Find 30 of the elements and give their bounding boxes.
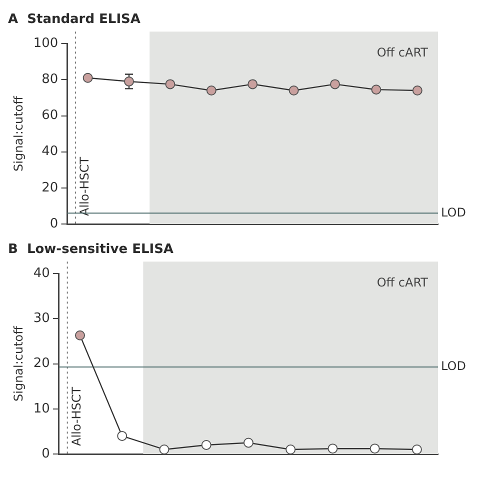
point [159,444,170,454]
annotation: Allo-HSCT [78,156,92,216]
annotation: Off cART [376,276,429,290]
y-axis-title: Signal:cutoff [11,95,26,172]
y-tick-label: 60 [42,108,58,124]
ref-line-label: LOD [441,359,466,374]
y-tick-label: 10 [33,401,50,416]
point [75,330,85,340]
point [370,444,380,454]
y-tick-label: 40 [42,144,58,160]
annotation: Allo-HSCT [69,386,84,446]
ref-line-label: LOD [441,205,466,220]
chart-title: A Standard ELISA [8,12,140,28]
y-tick-label: 20 [42,180,58,196]
point [243,438,254,448]
point [286,444,296,454]
y-tick-label: 0 [42,446,50,462]
y-tick-label: 30 [33,311,50,326]
y-tick-label: 0 [50,216,58,232]
y-tick-label: 40 [33,266,50,281]
annotation: Off cART [376,46,429,60]
point [117,430,128,441]
point [328,444,338,454]
y-tick-label: 100 [33,36,58,51]
point [412,444,422,454]
y-tick-label: 80 [42,72,58,88]
point [201,440,212,450]
chart-title: B Low-sensitive ELISA [8,242,174,258]
y-axis-title: Signal:cutoff [11,325,26,402]
y-tick-label: 20 [33,356,50,372]
